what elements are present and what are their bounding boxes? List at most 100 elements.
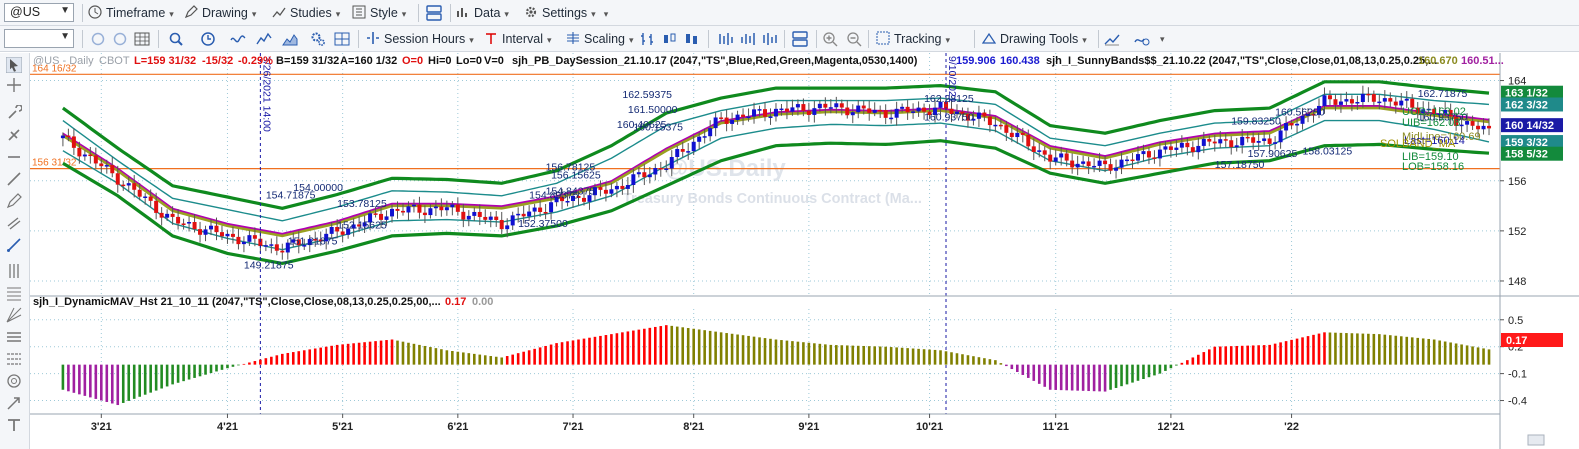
candle-body	[697, 136, 702, 142]
wave-icon[interactable]	[230, 31, 246, 47]
area-chart-icon[interactable]	[282, 31, 298, 47]
lob-label: LOB=158.16	[1402, 161, 1464, 173]
trend-icon[interactable]	[1104, 31, 1120, 47]
channel-icon[interactable]	[6, 351, 22, 367]
price-annotation: 154.00000	[293, 182, 343, 194]
chart-wizard-icon[interactable]	[1134, 31, 1150, 47]
refresh-icon[interactable]	[90, 31, 106, 47]
pen-icon[interactable]	[6, 193, 22, 209]
time-axis[interactable]: 3'21 4'21 5'21 6'21 7'21 8'21 9'21 10'21 11'21 12…	[91, 414, 1299, 433]
toolbar-divider	[450, 4, 451, 22]
drawing-tools-menu[interactable]: Drawing Tools ▾	[981, 29, 1087, 49]
timeframe-menu[interactable]: Timeframe ▾	[88, 3, 174, 23]
parallel-lines-icon[interactable]	[6, 215, 22, 231]
zoom-out-icon[interactable]	[846, 31, 862, 47]
main-toolbar: @US ▼ Timeframe ▾ Drawing ▾ Studies ▾ Style…	[0, 0, 1579, 26]
candle-body	[1174, 147, 1179, 150]
gears-icon[interactable]	[310, 31, 326, 47]
grid-icon[interactable]	[134, 31, 150, 47]
candle-body	[318, 239, 323, 242]
candle-body	[944, 101, 949, 109]
caret-down-icon: ▾	[945, 35, 950, 45]
status-symbol: @US - Daily	[33, 55, 94, 67]
caret-down-icon[interactable]: ▾	[1160, 34, 1165, 44]
arrow-icon[interactable]	[6, 395, 22, 411]
data-icon	[457, 8, 467, 17]
target-icon[interactable]	[200, 31, 216, 47]
tracking-menu[interactable]: Tracking ▾	[876, 29, 950, 49]
trendline-icon[interactable]	[6, 171, 22, 187]
candle-body	[603, 189, 608, 194]
line-chart-icon[interactable]	[256, 31, 272, 47]
zoom-handle[interactable]	[1527, 434, 1545, 446]
status-exchange: CBOT	[99, 55, 130, 67]
candle-body	[1108, 164, 1113, 171]
line-tool-icon[interactable]	[6, 237, 22, 253]
candle-chart-icon[interactable]	[662, 31, 678, 47]
candle-body	[346, 228, 351, 235]
candle-body	[219, 232, 224, 237]
crosshair-icon[interactable]	[6, 77, 22, 93]
candle-body	[916, 107, 921, 112]
candle-body	[560, 196, 565, 202]
text-tool-icon[interactable]	[6, 417, 22, 433]
studies-label: Studies	[290, 6, 332, 20]
grid-settings-icon[interactable]	[334, 31, 350, 47]
session-hours-menu[interactable]: Session Hours ▾	[366, 29, 474, 49]
candle-body	[823, 103, 828, 108]
magnet-icon[interactable]	[6, 127, 22, 143]
bar-chart-icon[interactable]	[640, 31, 656, 47]
candle-body	[280, 250, 285, 253]
price-annotation: 160.93750	[924, 112, 974, 124]
vertical-line-icon[interactable]	[6, 263, 22, 279]
fib-icon[interactable]	[6, 285, 22, 301]
style-menu[interactable]: Style ▾	[352, 3, 406, 23]
settings-menu[interactable]: Settings ▾ ▾	[524, 3, 608, 23]
interval-combo[interactable]: ▼	[4, 29, 74, 48]
gann-icon[interactable]	[6, 307, 22, 323]
x-tick-label: 5'21	[332, 421, 353, 433]
candle-body	[422, 212, 427, 216]
layout-icon[interactable]	[426, 5, 442, 21]
panes-icon[interactable]	[792, 31, 808, 47]
status-change: -15/32	[202, 55, 234, 67]
candle-body	[1042, 150, 1047, 155]
studies-menu[interactable]: Studies ▾	[272, 3, 340, 23]
candle-body	[801, 104, 806, 111]
candle-chart-2-icon[interactable]	[684, 31, 700, 47]
wrench-icon[interactable]	[6, 104, 23, 121]
candle-body	[499, 219, 504, 230]
candle-body	[1404, 98, 1409, 101]
levels-icon[interactable]	[6, 329, 22, 345]
dash-icon[interactable]	[6, 149, 22, 165]
interval-menu[interactable]: Interval ▾	[484, 29, 552, 49]
chevron-down-icon[interactable]: ▼	[60, 5, 70, 16]
candle-body	[351, 224, 356, 229]
drawing-menu[interactable]: Drawing ▾	[184, 3, 256, 23]
candle-body	[516, 213, 521, 216]
chevron-down-icon[interactable]: ▼	[60, 31, 70, 42]
ticks-2-icon[interactable]	[740, 31, 756, 47]
x-tick-label: 6'21	[447, 421, 468, 433]
candle-body	[1081, 161, 1086, 164]
symbol-combo[interactable]: @US ▼	[4, 3, 74, 22]
price-annotation: 158.03125	[1303, 145, 1353, 157]
candle-body	[719, 117, 724, 119]
cycle-icon[interactable]	[6, 373, 22, 389]
caret-down-icon: ▾	[469, 35, 474, 45]
data-menu[interactable]: Data ▾	[456, 3, 509, 23]
status-value-2: 160.438	[1000, 55, 1040, 67]
zoom-in-icon[interactable]	[822, 31, 838, 47]
ticks-3-icon[interactable]	[762, 31, 778, 47]
scaling-menu[interactable]: Scaling ▾	[566, 29, 634, 49]
session-line-label: 9/10/2021	[946, 56, 958, 103]
candle-body	[675, 149, 680, 158]
magnifier-icon[interactable]	[168, 31, 184, 47]
refresh-all-icon[interactable]	[112, 31, 128, 47]
zoom-handle-box[interactable]	[1527, 434, 1545, 446]
candle-body	[1432, 108, 1437, 115]
candle-body	[1476, 125, 1481, 130]
ticks-icon[interactable]	[718, 31, 734, 47]
